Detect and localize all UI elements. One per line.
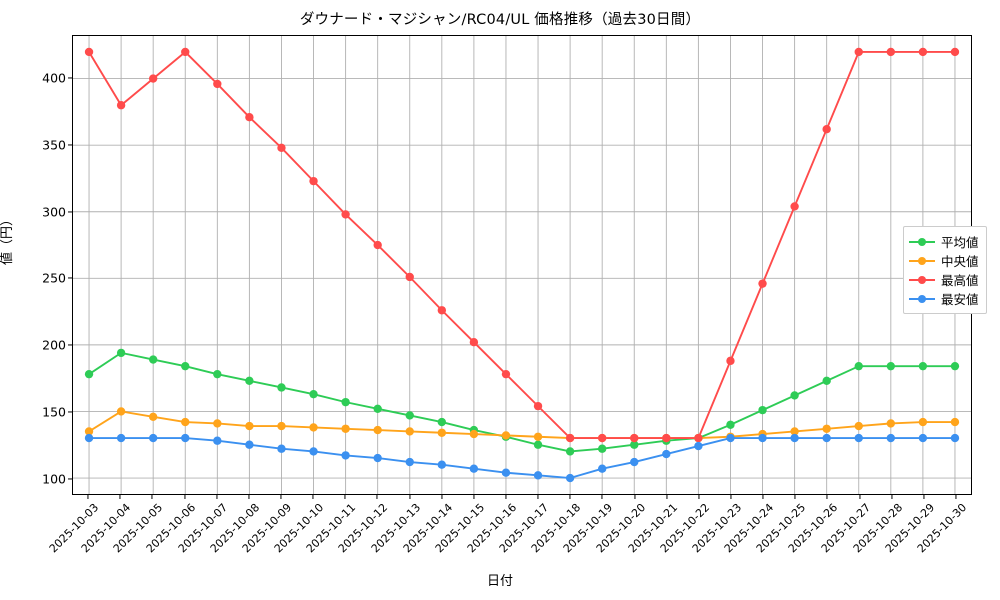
y-tick-mark (68, 344, 72, 346)
x-tick-mark (891, 495, 893, 499)
x-tick-mark (569, 495, 571, 499)
y-tick-mark (68, 144, 72, 146)
x-tick-mark (441, 495, 443, 499)
chart-legend: 平均値中央値最高値最安値 (903, 226, 987, 314)
x-tick-mark (762, 495, 764, 499)
legend-item: 最高値 (909, 270, 979, 289)
x-tick-mark (826, 495, 828, 499)
legend-swatch-icon (909, 236, 935, 248)
y-tick-label: 250 (42, 270, 66, 286)
legend-label: 最高値 (941, 273, 979, 288)
y-tick-mark (68, 478, 72, 480)
y-tick-mark (68, 77, 72, 79)
x-tick-mark (666, 495, 668, 499)
x-tick-mark (473, 495, 475, 499)
y-tick-label: 300 (42, 204, 66, 219)
legend-item: 中央値 (909, 251, 979, 270)
x-tick-mark (601, 495, 603, 499)
x-tick-mark (119, 495, 121, 499)
x-tick-mark (537, 495, 539, 499)
x-tick-mark (183, 495, 186, 499)
x-axis-label: 日付 (486, 574, 513, 589)
x-tick-mark (312, 495, 314, 499)
x-tick-mark (633, 495, 636, 499)
legend-item: 最安値 (909, 289, 979, 308)
legend-label: 最安値 (941, 292, 979, 307)
y-tick-mark (68, 277, 72, 279)
x-tick-mark (344, 495, 346, 499)
legend-label: 平均値 (941, 235, 979, 250)
plot-area (72, 35, 972, 495)
x-tick-mark (730, 495, 732, 499)
y-tick-label: 200 (42, 337, 66, 353)
chart-title: ダウナード・マジシャン/RC04/UL 価格推移（過去30日間） (299, 12, 701, 28)
legend-label: 中央値 (941, 254, 979, 269)
x-tick-mark (955, 495, 957, 499)
legend-swatch-icon (909, 274, 935, 286)
x-tick-mark (87, 495, 89, 499)
x-tick-mark (408, 495, 411, 499)
legend-item: 平均値 (909, 232, 979, 251)
x-tick-mark (505, 495, 507, 499)
y-tick-label: 400 (42, 70, 66, 86)
x-tick-mark (794, 495, 796, 499)
x-tick-mark (216, 495, 218, 499)
x-tick-mark (151, 495, 153, 499)
y-axis-label: 値（円） (0, 212, 15, 265)
y-tick-mark (68, 411, 72, 413)
series-layer (84, 47, 960, 483)
x-tick-mark (280, 495, 282, 499)
x-tick-mark (248, 495, 250, 499)
legend-swatch-icon (909, 255, 935, 267)
x-tick-mark (698, 495, 700, 499)
y-tick-label: 100 (42, 471, 66, 487)
y-tick-label: 150 (42, 404, 66, 420)
gridlines (73, 36, 971, 494)
x-tick-mark (376, 495, 378, 499)
x-tick-mark (923, 495, 925, 499)
legend-swatch-icon (909, 293, 935, 305)
y-tick-mark (68, 210, 72, 213)
y-tick-label: 350 (42, 137, 66, 153)
x-tick-mark (858, 495, 861, 499)
